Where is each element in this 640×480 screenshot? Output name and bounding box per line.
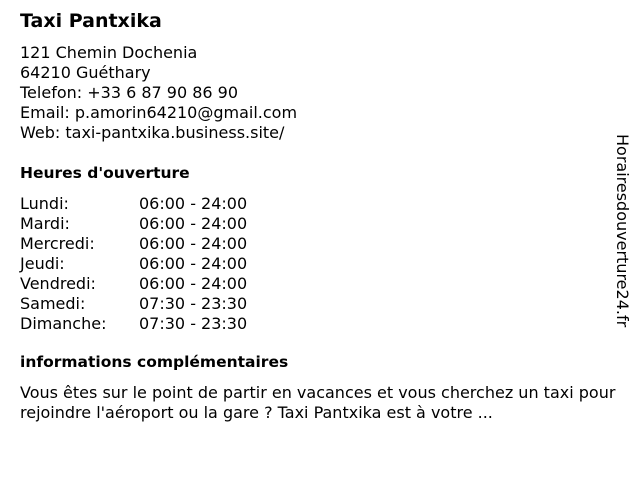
day: Dimanche: xyxy=(20,314,107,333)
street: 121 Chemin Dochenia xyxy=(20,43,198,62)
day: Jeudi: xyxy=(20,254,65,273)
hours-row: Mardi: 06:00 - 24:00 xyxy=(20,214,247,234)
day: Mardi: xyxy=(20,214,70,233)
email: Email: p.amorin64210@gmail.com xyxy=(20,103,298,122)
info-text: Vous êtes sur le point de partir en vaca… xyxy=(20,383,616,422)
hours-row: Lundi: 06:00 - 24:00 xyxy=(20,194,247,214)
time: 07:30 - 23:30 xyxy=(139,294,248,313)
time: 06:00 - 24:00 xyxy=(139,274,248,293)
contact-block: 121 Chemin Dochenia 64210 Guéthary Telef… xyxy=(20,43,297,143)
info-heading: informations complémentaires xyxy=(20,353,289,371)
hours-row: Samedi: 07:30 - 23:30 xyxy=(20,294,247,314)
business-name: Taxi Pantxika xyxy=(20,10,162,32)
time: 07:30 - 23:30 xyxy=(139,314,248,333)
time: 06:00 - 24:00 xyxy=(139,214,248,233)
day: Lundi: xyxy=(20,194,69,213)
hours-heading: Heures d'ouverture xyxy=(20,164,190,182)
time: 06:00 - 24:00 xyxy=(139,234,248,253)
hours-row: Vendredi: 06:00 - 24:00 xyxy=(20,274,247,294)
city: 64210 Guéthary xyxy=(20,63,151,82)
watermark: Horairesdouverture24.fr xyxy=(613,134,632,328)
hours-row: Dimanche: 07:30 - 23:30 xyxy=(20,314,247,334)
hours-row: Mercredi: 06:00 - 24:00 xyxy=(20,234,247,254)
website: Web: taxi-pantxika.business.site/ xyxy=(20,123,285,142)
hours-row: Jeudi: 06:00 - 24:00 xyxy=(20,254,247,274)
time: 06:00 - 24:00 xyxy=(139,254,248,273)
day: Samedi: xyxy=(20,294,86,313)
day: Mercredi: xyxy=(20,234,95,253)
time: 06:00 - 24:00 xyxy=(139,194,248,213)
phone: Telefon: +33 6 87 90 86 90 xyxy=(20,83,239,102)
hours-table: Lundi: 06:00 - 24:00 Mardi: 06:00 - 24:00 … xyxy=(20,194,247,334)
day: Vendredi: xyxy=(20,274,96,293)
